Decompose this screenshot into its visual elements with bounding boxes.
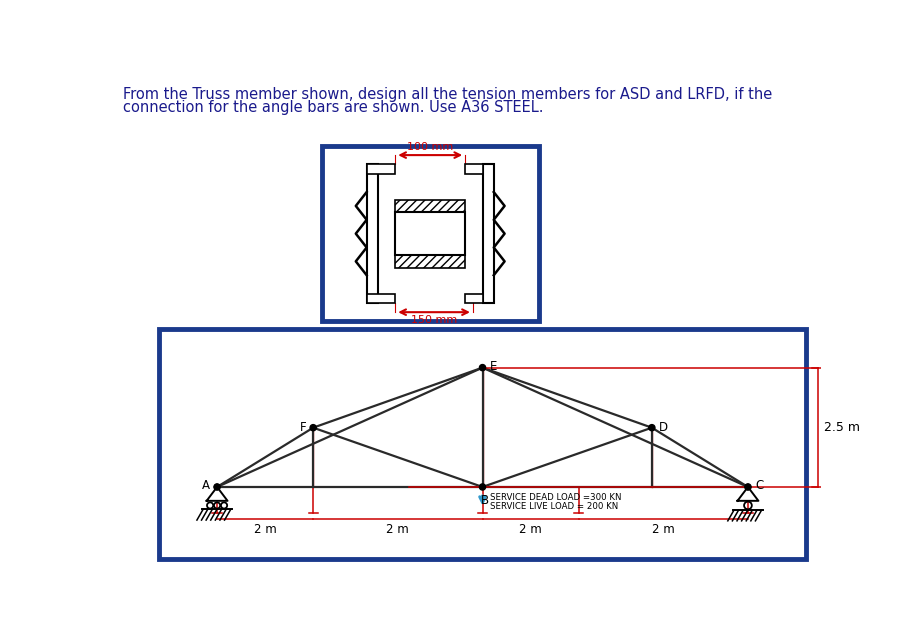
Text: 2 m: 2 m bbox=[253, 523, 276, 536]
Text: B: B bbox=[480, 494, 488, 507]
Text: 2 m: 2 m bbox=[651, 523, 674, 536]
Circle shape bbox=[479, 364, 485, 371]
Text: connection for the angle bars are shown. Use A36 STEEL.: connection for the angle bars are shown.… bbox=[123, 100, 543, 115]
Text: 150 mm: 150 mm bbox=[411, 315, 456, 325]
Circle shape bbox=[310, 425, 316, 431]
Text: C: C bbox=[754, 479, 763, 492]
Bar bbox=[465, 293, 482, 303]
Text: 2 m: 2 m bbox=[518, 523, 541, 536]
Text: F: F bbox=[299, 421, 306, 434]
Bar bbox=[482, 165, 493, 303]
Text: D: D bbox=[658, 421, 667, 434]
Bar bbox=[366, 165, 394, 174]
Text: 2 m: 2 m bbox=[386, 523, 409, 536]
Text: E: E bbox=[489, 360, 496, 373]
Bar bbox=[159, 329, 805, 559]
Bar bbox=[394, 212, 465, 255]
Bar bbox=[394, 255, 465, 267]
Text: From the Truss member shown, design all the tension members for ASD and LRFD, if: From the Truss member shown, design all … bbox=[123, 87, 772, 101]
Text: A: A bbox=[202, 479, 210, 492]
Text: SERVICE DEAD LOAD =300 KN: SERVICE DEAD LOAD =300 KN bbox=[490, 493, 621, 502]
Circle shape bbox=[214, 484, 220, 490]
Circle shape bbox=[744, 484, 750, 490]
Bar bbox=[465, 165, 482, 174]
Circle shape bbox=[479, 484, 485, 490]
Text: 2.5 m: 2.5 m bbox=[823, 421, 859, 434]
Bar bbox=[366, 165, 377, 303]
Bar bbox=[322, 146, 538, 322]
Polygon shape bbox=[207, 487, 227, 501]
Text: SERVICE LIVE LOAD = 200 KN: SERVICE LIVE LOAD = 200 KN bbox=[490, 503, 618, 512]
Text: 100 mm: 100 mm bbox=[406, 142, 453, 152]
Polygon shape bbox=[737, 487, 758, 501]
Bar bbox=[394, 200, 465, 212]
Circle shape bbox=[648, 425, 654, 431]
Bar bbox=[366, 293, 394, 303]
Circle shape bbox=[744, 484, 751, 490]
Circle shape bbox=[214, 484, 220, 490]
